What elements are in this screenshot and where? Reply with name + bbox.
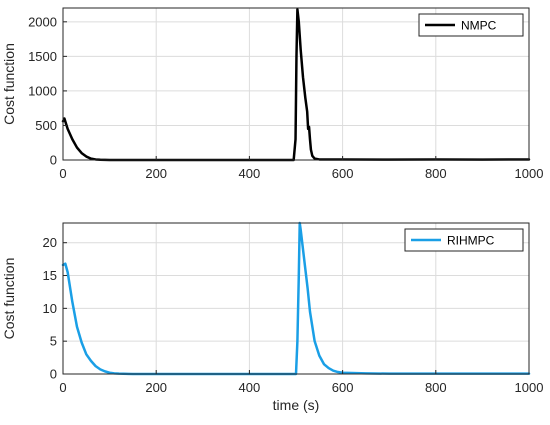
x-tick-label: 0 xyxy=(59,380,66,395)
series-line-nmpc xyxy=(61,8,531,162)
legend: RIHMPC xyxy=(404,228,524,252)
axes-frame xyxy=(62,222,530,375)
series-line-rihmpc xyxy=(61,221,531,376)
y-tick-label: 5 xyxy=(50,334,57,349)
legend-label: NMPC xyxy=(461,19,497,33)
y-tick-label: 10 xyxy=(43,301,57,316)
x-tick-label: 600 xyxy=(332,166,354,181)
x-tick-label: 200 xyxy=(145,166,167,181)
legend-box xyxy=(418,13,524,37)
bottom-chart-panel: 0 200 400 600 800 1000 0 5 10 15 20 Cost function ti… xyxy=(1,221,544,413)
x-tick-label: 600 xyxy=(332,380,354,395)
y-tick-label: 1000 xyxy=(28,83,57,98)
y-tick-label: 0 xyxy=(50,367,57,382)
legend: NMPC xyxy=(418,13,524,37)
y-tick-label: 2000 xyxy=(28,14,57,29)
x-tick-label: 400 xyxy=(239,380,261,395)
legend-box xyxy=(404,228,524,252)
top-chart-panel: 0 200 400 600 800 1000 0 500 1000 1500 2000 Cost fu… xyxy=(1,7,544,181)
legend-label: RIHMPC xyxy=(447,234,495,248)
y-axis-label: Cost function xyxy=(1,43,17,125)
y-tick-label: 1500 xyxy=(28,49,57,64)
x-tick-label: 0 xyxy=(59,166,66,181)
y-tick-label: 15 xyxy=(43,268,57,283)
y-axis-label: Cost function xyxy=(1,258,17,340)
x-tick-label: 1000 xyxy=(515,380,544,395)
x-tick-label: 200 xyxy=(145,380,167,395)
axes-frame xyxy=(62,7,530,161)
y-tick-label: 0 xyxy=(50,153,57,168)
x-tick-label: 800 xyxy=(425,380,447,395)
x-tick-label: 400 xyxy=(239,166,261,181)
y-tick-label: 500 xyxy=(35,118,57,133)
y-tick-label: 20 xyxy=(43,235,57,250)
x-axis-label: time (s) xyxy=(273,397,320,413)
x-tick-label: 1000 xyxy=(515,166,544,181)
x-tick-label: 800 xyxy=(425,166,447,181)
